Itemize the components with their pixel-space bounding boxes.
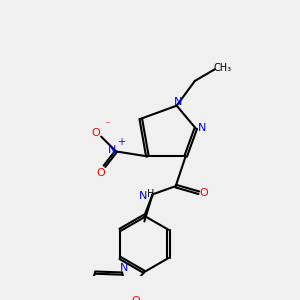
- Text: +: +: [117, 137, 125, 147]
- Text: O: O: [92, 128, 100, 138]
- Text: N: N: [198, 124, 207, 134]
- Text: O: O: [96, 168, 105, 178]
- Text: CH₃: CH₃: [214, 63, 232, 73]
- Text: O: O: [200, 188, 208, 198]
- Text: H: H: [147, 189, 155, 199]
- Text: N: N: [108, 145, 116, 155]
- Text: ⁻: ⁻: [104, 120, 110, 130]
- Text: N: N: [174, 98, 182, 107]
- Text: N: N: [120, 262, 128, 273]
- Text: N: N: [139, 191, 148, 201]
- Text: O: O: [131, 296, 140, 300]
